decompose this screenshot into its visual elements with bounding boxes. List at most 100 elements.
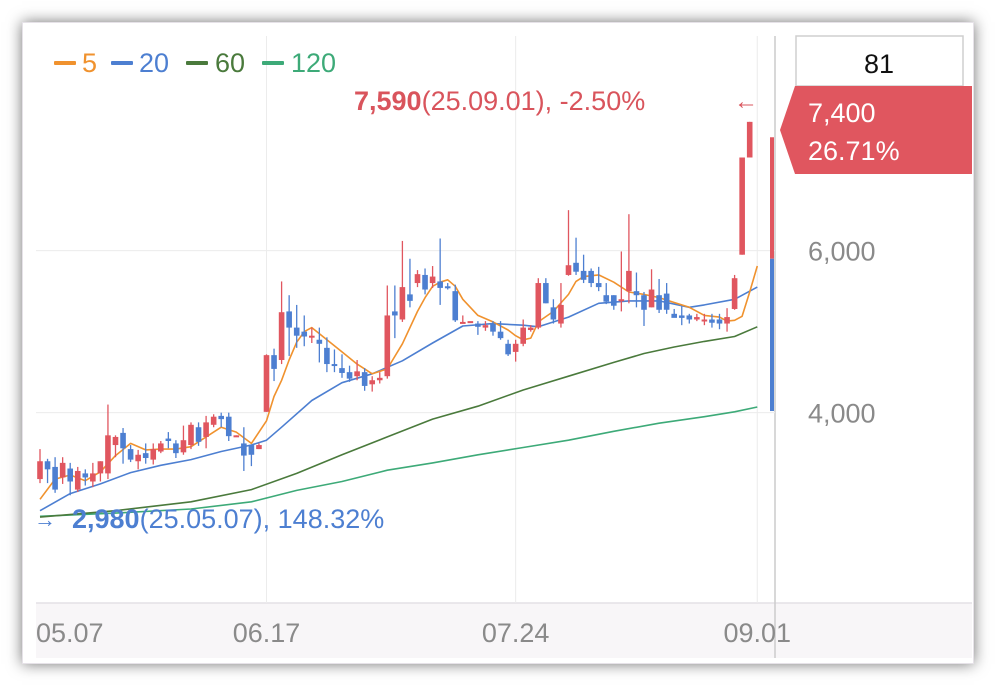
candle-body-81 — [648, 289, 655, 308]
candle-body-40 — [339, 368, 345, 373]
candle-14 — [142, 443, 149, 464]
legend-label-ma5: 5 — [82, 48, 97, 78]
candle-65 — [527, 325, 534, 332]
candle-17 — [165, 432, 172, 449]
candle-body-69 — [558, 304, 564, 324]
candle-62 — [505, 339, 511, 356]
candle-21 — [195, 422, 202, 446]
candle-87 — [694, 313, 700, 322]
candle-body-90 — [716, 319, 723, 324]
candle-body-1 — [44, 461, 51, 470]
candle-body-31 — [271, 355, 277, 369]
candle-body-43 — [361, 372, 368, 386]
candle-body-71 — [573, 262, 579, 272]
candle-83 — [663, 283, 670, 314]
candle-63 — [512, 339, 519, 362]
candle-body-10 — [112, 436, 119, 446]
candle-34 — [293, 304, 300, 348]
legend-label-ma20: 20 — [139, 48, 169, 78]
candle-86 — [686, 313, 693, 324]
candle-29 — [256, 443, 262, 450]
candle-body-61 — [497, 331, 504, 339]
candle-32 — [278, 281, 285, 365]
candle-80 — [641, 291, 647, 326]
legend-label-ma60: 60 — [215, 48, 245, 78]
candle-48 — [399, 240, 406, 322]
candle-body-48 — [399, 287, 406, 320]
candle-92 — [731, 274, 738, 310]
candle-82 — [656, 279, 662, 314]
candle-body-62 — [505, 343, 511, 355]
candle-42 — [354, 360, 360, 381]
candle-72 — [580, 254, 587, 284]
candle-body-89 — [709, 319, 715, 323]
candle-body-58 — [475, 323, 481, 327]
candle-body-84 — [671, 313, 677, 318]
candle-55 — [452, 284, 459, 322]
candle-body-77 — [618, 299, 625, 302]
candle-body-83 — [663, 293, 670, 310]
range-bar-down — [770, 258, 774, 412]
low-price-arrow: → — [34, 507, 56, 532]
candle-body-17 — [165, 438, 172, 441]
candle-45 — [376, 372, 383, 384]
candle-body-52 — [429, 276, 436, 284]
candle-body-29 — [256, 445, 262, 450]
candle-body-64 — [520, 327, 526, 344]
candle-body-41 — [346, 372, 353, 379]
candle-35 — [301, 315, 308, 347]
candle-2 — [52, 457, 58, 493]
candle-body-6 — [82, 473, 89, 478]
candle-body-7 — [90, 473, 96, 482]
svg-text:2,980(25.05.07), 148.32%: 2,980(25.05.07), 148.32% — [72, 504, 384, 534]
interval-box[interactable] — [795, 35, 964, 87]
candle-3 — [59, 457, 66, 484]
candle-90 — [716, 313, 723, 330]
price-range-bar — [770, 137, 774, 412]
interval-selector[interactable]: 81 — [795, 35, 964, 87]
x-tick-label-0: 05.07 — [36, 618, 104, 648]
candle-body-21 — [195, 427, 202, 442]
candle-27 — [241, 427, 247, 471]
candle-84 — [671, 308, 677, 318]
candle-13 — [135, 449, 141, 470]
candle-19 — [180, 425, 187, 455]
candle-body-12 — [127, 449, 134, 460]
candle-4 — [67, 462, 73, 496]
candle-61 — [497, 321, 504, 340]
candle-body-35 — [301, 331, 308, 337]
y-tick-label-1: 4,000 — [808, 399, 876, 429]
candle-body-80 — [641, 295, 647, 310]
high-price-detail: (25.09.01), -2.50% — [422, 86, 646, 116]
candle-37 — [316, 327, 323, 363]
candle-body-39 — [331, 364, 338, 367]
candle-body-13 — [135, 454, 141, 462]
candle-36 — [309, 327, 315, 343]
y-axis-labels: 6,000 4,000 — [808, 237, 876, 429]
candle-body-8 — [97, 461, 104, 474]
candle-body-16 — [158, 443, 164, 452]
x-tick-label-3: 09.01 — [723, 618, 791, 648]
candle-body-82 — [656, 295, 662, 310]
candle-body-45 — [376, 377, 383, 381]
candle-57 — [467, 321, 474, 324]
svg-text:7,590(25.09.01), -2.50%: 7,590(25.09.01), -2.50% — [354, 86, 645, 116]
candle-20 — [188, 422, 194, 450]
candle-53 — [437, 238, 443, 305]
candle-body-59 — [482, 325, 489, 328]
candle-56 — [460, 315, 466, 324]
candle-body-15 — [150, 449, 157, 460]
ma5-line — [39, 265, 759, 500]
date-axis-band — [36, 603, 972, 658]
candle-body-44 — [369, 380, 375, 385]
gridlines — [36, 36, 775, 603]
legend[interactable]: 5 20 60 120 — [54, 48, 336, 78]
candle-body-11 — [120, 432, 126, 449]
candle-body-2 — [52, 466, 58, 490]
candle-body-9 — [105, 435, 111, 474]
candle-59 — [482, 321, 489, 331]
candle-body-68 — [550, 307, 557, 320]
candle-body-34 — [293, 327, 300, 336]
candle-79 — [633, 272, 640, 308]
